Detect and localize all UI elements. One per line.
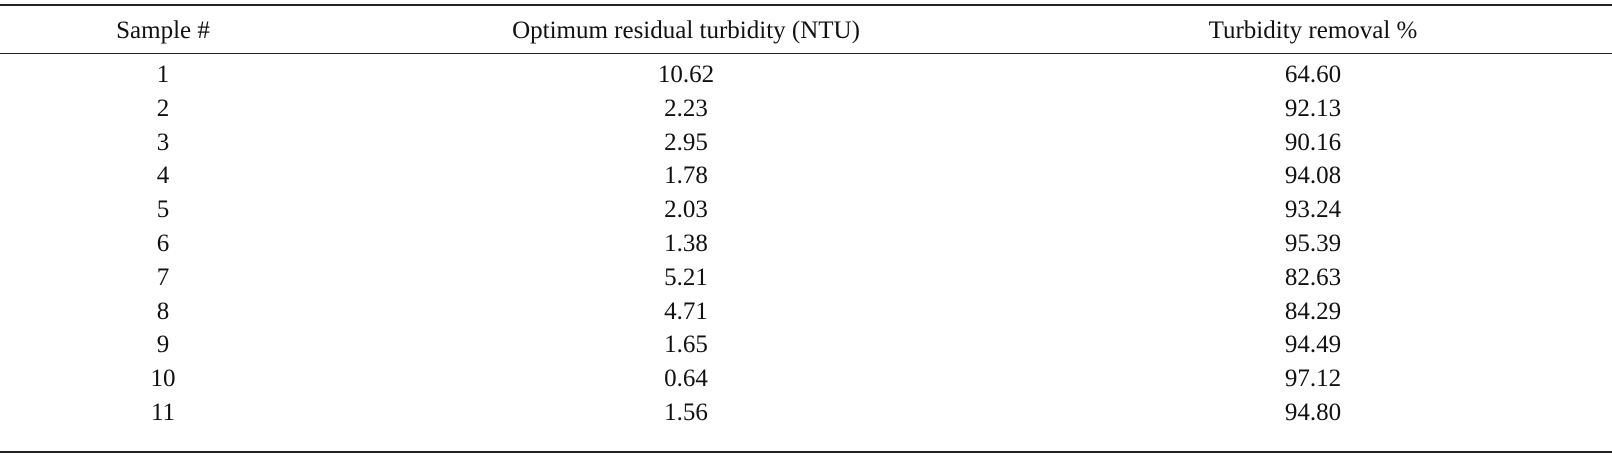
table-cell: 93.24 xyxy=(1284,196,1342,224)
table-cell: 9 xyxy=(156,331,170,359)
table-cell: 82.63 xyxy=(1284,263,1342,291)
table-cell: 84.29 xyxy=(1284,297,1342,325)
table-cell: 1 xyxy=(156,61,170,88)
table-cell: 64.60 xyxy=(1284,61,1342,88)
table-cell: 6 xyxy=(156,230,170,257)
table-cell: 4.71 xyxy=(664,297,708,325)
table-cell: 90.16 xyxy=(1284,128,1342,156)
table-cell: 7 xyxy=(156,263,170,291)
table-cell: 2.95 xyxy=(664,128,708,156)
table-cell: 1.65 xyxy=(664,331,708,359)
table-cell: 0.64 xyxy=(664,365,708,393)
table-cell: 94.80 xyxy=(1284,399,1342,426)
header-cell: Sample # xyxy=(116,17,210,44)
table-cell: 8 xyxy=(156,297,170,325)
table-cell: 11 xyxy=(150,399,176,426)
table-cell: 1.78 xyxy=(664,162,708,190)
table-cell: 5 xyxy=(156,196,170,224)
table-cell: 10 xyxy=(150,365,176,393)
table-cell: 2 xyxy=(156,94,170,122)
table-cell: 92.13 xyxy=(1284,94,1342,122)
bottom-rule xyxy=(0,451,1612,453)
table-cell: 97.12 xyxy=(1284,365,1342,393)
table-cell: 3 xyxy=(156,128,170,156)
table-cell: 4 xyxy=(156,162,170,190)
table-cell: 94.08 xyxy=(1284,162,1342,190)
header-cell: Turbidity removal % xyxy=(1208,17,1418,44)
table-cell: 1.38 xyxy=(664,230,708,257)
table-cell: 10.62 xyxy=(657,61,715,88)
table-cell: 94.49 xyxy=(1284,331,1342,359)
table-cell: 1.56 xyxy=(664,399,708,426)
table-cell: 5.21 xyxy=(664,263,708,291)
table-cell: 2.23 xyxy=(664,94,708,122)
top-rule xyxy=(0,4,1612,6)
table-cell: 95.39 xyxy=(1284,230,1342,257)
table-cell: 2.03 xyxy=(664,196,708,224)
header-rule xyxy=(0,53,1612,54)
header-cell: Optimum residual turbidity (NTU) xyxy=(512,17,860,44)
